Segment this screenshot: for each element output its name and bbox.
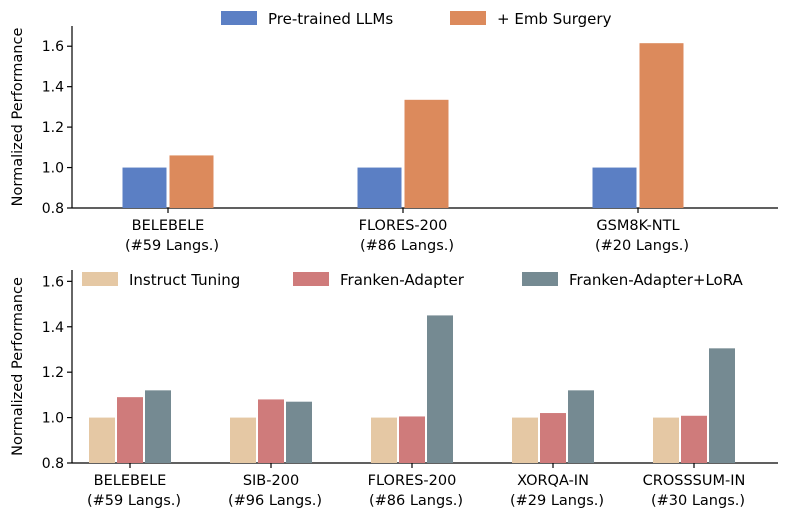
bar	[122, 167, 167, 208]
x-tick-label-line: (#59 Langs.)	[125, 238, 219, 254]
x-tick-label-line: (#86 Langs.)	[369, 493, 463, 509]
bar	[639, 43, 684, 208]
x-tick-label-line: GSM8K-NTL	[596, 218, 679, 234]
x-tick-label-line: BELEBELE	[94, 473, 167, 489]
y-tick-label: 0.8	[42, 456, 64, 472]
bar	[145, 390, 171, 463]
y-tick-label: 1.4	[42, 80, 64, 96]
bar	[427, 315, 453, 463]
x-tick-label: GSM8K-NTL (#20 Langs.)	[595, 218, 689, 254]
y-tick-label: 1.2	[42, 365, 64, 381]
y-tick-label: 1.6	[42, 39, 64, 55]
legend-label: Franken-Adapter	[340, 271, 465, 289]
y-tick-label: 1.2	[42, 120, 64, 136]
x-tick-label: BELEBELE (#59 Langs.)	[125, 218, 219, 254]
bar	[286, 401, 312, 463]
bar	[653, 417, 679, 463]
legend-swatch	[522, 272, 558, 286]
bar	[169, 155, 214, 208]
legend: Instruct Tuning Franken-Adapter Franken-Ad…	[82, 271, 744, 289]
bar	[371, 417, 397, 463]
bar	[512, 417, 538, 463]
bar	[540, 413, 566, 463]
legend-label: Franken-Adapter+LoRA	[569, 271, 744, 289]
bar	[404, 99, 449, 208]
y-tick-label: 1.0	[42, 411, 64, 427]
y-tick-label: 1.4	[42, 320, 64, 336]
legend-label: Instruct Tuning	[129, 271, 240, 289]
y-axis-label: Normalized Performance	[10, 277, 26, 456]
x-tick-label: XORQA-IN (#29 Langs.)	[510, 473, 604, 509]
x-tick-label-line: (#29 Langs.)	[510, 493, 604, 509]
x-tick-label-line: SIB-200	[243, 473, 299, 489]
x-tick-label-line: XORQA-IN	[517, 473, 589, 489]
bar	[592, 167, 637, 208]
x-tick-label-line: CROSSSUM-IN	[643, 473, 746, 489]
legend-swatch	[450, 11, 486, 25]
y-axis-label: Normalized Performance	[10, 28, 26, 207]
bar	[258, 399, 284, 463]
bar	[117, 397, 143, 463]
x-tick-label: FLORES-200 (#86 Langs.)	[359, 218, 454, 254]
legend-swatch	[82, 272, 118, 286]
chart-panel-2: 0.8 1.0 1.2 1.4 1.6 Normalized Performance BEL…	[10, 270, 778, 509]
legend-label: Pre-trained LLMs	[268, 10, 393, 28]
bar	[89, 417, 115, 463]
x-tick-label: SIB-200 (#96 Langs.)	[228, 473, 322, 509]
bar	[399, 416, 425, 463]
chart-panel-1: 0.8 1.0 1.2 1.4 1.6 Normalized Performance BEL…	[10, 10, 778, 254]
x-tick-label-line: (#86 Langs.)	[360, 238, 454, 254]
x-tick-label-line: (#30 Langs.)	[651, 493, 745, 509]
bar	[568, 390, 594, 463]
x-tick-label-line: (#59 Langs.)	[87, 493, 181, 509]
y-tick-label: 0.8	[42, 201, 64, 217]
legend: Pre-trained LLMs + Emb Surgery	[221, 10, 612, 28]
bar	[709, 348, 735, 463]
legend-swatch	[293, 272, 329, 286]
legend-swatch	[221, 11, 257, 25]
x-tick-label: FLORES-200 (#86 Langs.)	[368, 473, 463, 509]
y-tick-label: 1.0	[42, 161, 64, 177]
bar	[357, 167, 402, 208]
x-tick-label-line: (#96 Langs.)	[228, 493, 322, 509]
x-tick-label: CROSSSUM-IN (#30 Langs.)	[643, 473, 746, 509]
x-tick-label-line: BELEBELE	[132, 218, 205, 234]
bar	[230, 417, 256, 463]
legend-label: + Emb Surgery	[497, 10, 612, 28]
x-tick-label-line: FLORES-200	[359, 218, 448, 234]
y-tick-label: 1.6	[42, 274, 64, 290]
bar	[681, 415, 707, 463]
x-tick-label-line: (#20 Langs.)	[595, 238, 689, 254]
x-tick-label: BELEBELE (#59 Langs.)	[87, 473, 181, 509]
x-tick-label-line: FLORES-200	[368, 473, 457, 489]
